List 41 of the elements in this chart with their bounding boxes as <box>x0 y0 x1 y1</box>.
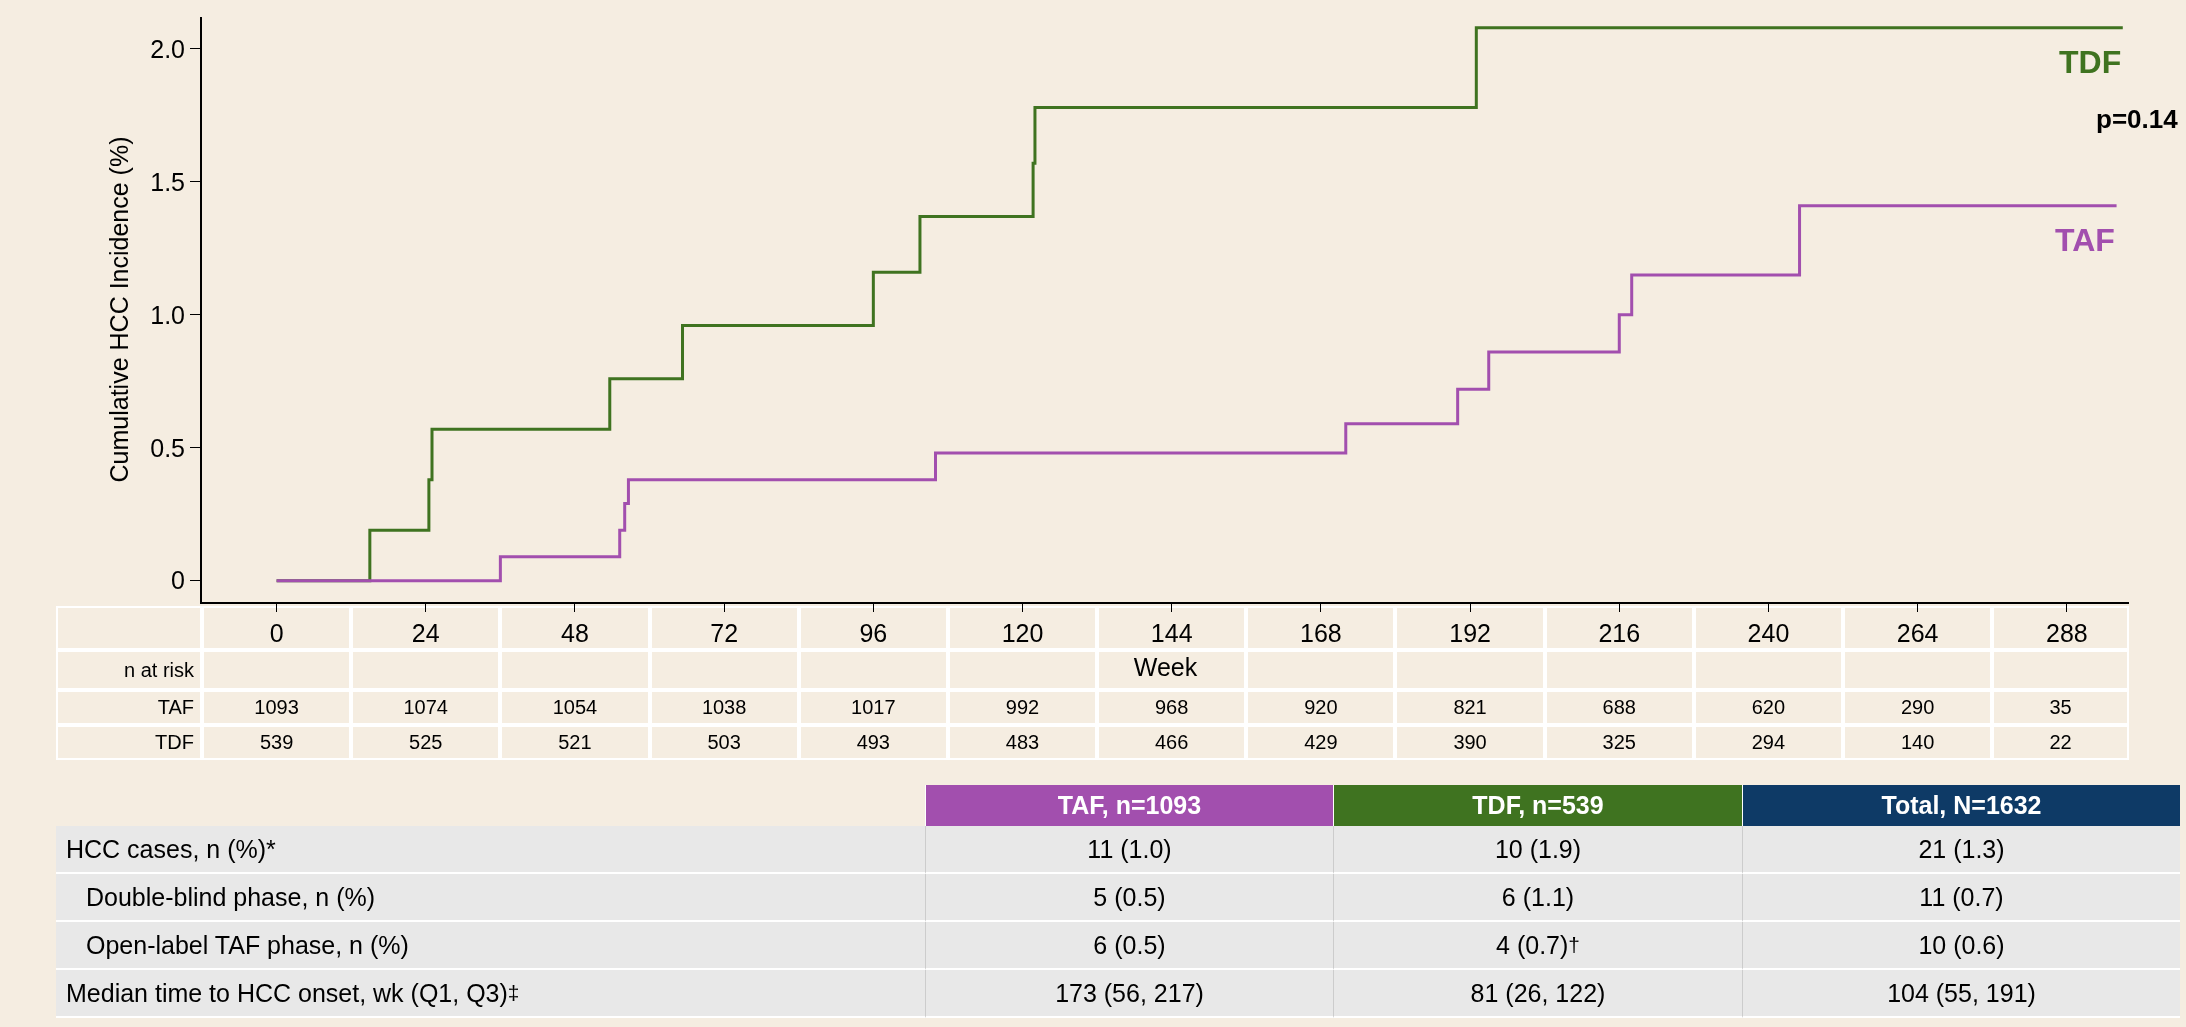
y-tick-label: 1.0 <box>150 300 185 329</box>
text: TDF, n=539 <box>1333 785 1742 826</box>
annotation: p=0.14 <box>2096 104 2179 134</box>
text: Total, N=1632 <box>1742 785 2180 826</box>
series-label: TAF <box>2055 222 2115 258</box>
series-label: TDF <box>2059 44 2122 80</box>
text: Double-blind phase, n (%) <box>56 874 925 922</box>
text: 11 (0.7) <box>1742 874 2180 922</box>
y-tick-label: 2.0 <box>150 34 185 63</box>
text: 10 (0.6) <box>1742 922 2180 970</box>
y-tick-label: 0.5 <box>150 433 185 462</box>
text: 6 (1.1) <box>1333 874 1742 922</box>
text: 104 (55, 191) <box>1742 970 2180 1018</box>
y-tick-label: 0 <box>171 566 185 595</box>
y-tick-label: 1.5 <box>150 167 185 196</box>
x-axis-title: Week <box>1133 652 1198 681</box>
x-tick-label: 144 <box>1150 619 1193 647</box>
text: 5 (0.5) <box>925 874 1333 922</box>
x-tick-label: 168 <box>1300 619 1342 647</box>
text: HCC cases, n (%)* <box>56 826 925 874</box>
text: 21 (1.3) <box>1742 826 2180 874</box>
text: Open-label TAF phase, n (%) <box>56 922 925 970</box>
text: TAF, n=1093 <box>925 785 1333 826</box>
text: n at risk <box>56 650 202 690</box>
x-tick-label: 48 <box>561 619 589 647</box>
x-tick-label: 24 <box>411 619 440 647</box>
y-axis-title: Cumulative HCC Incidence (%) <box>105 136 134 483</box>
x-tick-label: 96 <box>859 619 888 647</box>
text: 173 (56, 217) <box>925 970 1333 1018</box>
x-tick-label: 0 <box>269 619 284 647</box>
text: 6 (0.5) <box>925 922 1333 970</box>
x-tick-label: 216 <box>1598 619 1641 647</box>
x-tick-label: 192 <box>1449 619 1491 647</box>
x-tick-label: 72 <box>710 619 739 647</box>
text: 11 (1.0) <box>925 826 1333 874</box>
x-tick-label: 264 <box>1896 619 1939 647</box>
x-tick-label: 120 <box>1001 619 1044 647</box>
x-tick-label: 288 <box>2045 619 2088 647</box>
text: 81 (26, 122) <box>1333 970 1742 1018</box>
x-tick-label: 240 <box>1747 619 1790 647</box>
text: 10 (1.9) <box>1333 826 1742 874</box>
